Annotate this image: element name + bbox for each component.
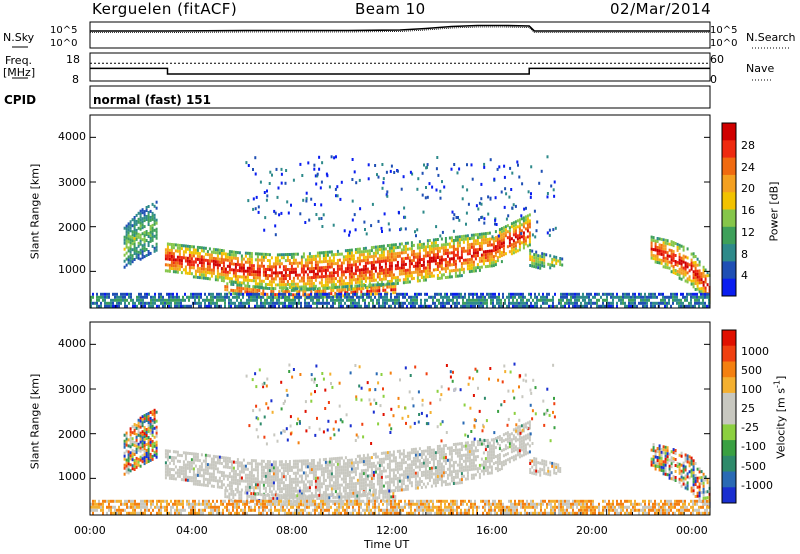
xtick-0000: 00:00 bbox=[74, 524, 106, 537]
power-colorbar-frame bbox=[721, 122, 737, 297]
velocity-colorbar-swatch bbox=[722, 424, 736, 441]
power-colorbar-swatch bbox=[722, 157, 736, 176]
power-colorbar-swatch bbox=[722, 140, 736, 159]
power-cb-tick-12: 12 bbox=[741, 226, 755, 239]
power-colorbar-swatch bbox=[722, 244, 736, 262]
nave-tick-high: 60 bbox=[710, 53, 724, 66]
cpid-panel-frame bbox=[89, 85, 711, 109]
velocity-colorbar-swatch bbox=[722, 361, 736, 378]
beam-title: Beam 10 bbox=[355, 0, 426, 18]
power-colorbar-swatch bbox=[722, 226, 736, 245]
nsky-tick-low: 10^0 bbox=[50, 38, 78, 49]
velocity-colorbar-frame bbox=[721, 329, 737, 504]
power-ytick-3000: 3000 bbox=[58, 176, 86, 189]
freq-panel-frame bbox=[89, 52, 711, 82]
freq-unit: [MHz] bbox=[3, 66, 36, 79]
power-cb-tick-24: 24 bbox=[741, 161, 755, 174]
nsearch-label: N.Search bbox=[746, 31, 796, 44]
xtick-1600: 16:00 bbox=[476, 524, 508, 537]
velocity-ytick-4000: 4000 bbox=[58, 337, 86, 350]
vel-cb-tick-minus100: -100 bbox=[741, 440, 766, 453]
velocity-colorbar-swatch bbox=[722, 392, 736, 410]
vel-cb-tick-minus1000: -1000 bbox=[741, 479, 773, 492]
power-cb-tick-8: 8 bbox=[741, 248, 748, 261]
power-ytick-1000: 1000 bbox=[58, 263, 86, 276]
x-axis-label: Time UT bbox=[364, 538, 410, 551]
power-cb-tick-16: 16 bbox=[741, 204, 755, 217]
freq-label: Freq. bbox=[5, 54, 33, 67]
vel-cb-tick-25: 25 bbox=[741, 402, 755, 415]
xtick-0800: 08:00 bbox=[276, 524, 308, 537]
velocity-ytick-1000: 1000 bbox=[58, 470, 86, 483]
power-colorbar-swatch bbox=[722, 192, 736, 210]
freq-tick-low: 8 bbox=[72, 73, 79, 86]
xtick-2400: 00:00 bbox=[676, 524, 708, 537]
date-title: 02/Mar/2014 bbox=[610, 0, 712, 18]
velocity-colorbar-swatch bbox=[722, 455, 736, 472]
velocity-colorbar-swatch bbox=[722, 377, 736, 394]
freq-tick-high: 18 bbox=[66, 53, 80, 66]
power-cb-tick-4: 4 bbox=[741, 269, 748, 282]
xtick-2000: 20:00 bbox=[576, 524, 608, 537]
velocity-colorbar-swatch bbox=[722, 330, 736, 347]
velocity-colorbar-swatch bbox=[722, 487, 736, 504]
velocity-colorbar-swatch bbox=[722, 440, 736, 457]
xtick-0400: 04:00 bbox=[176, 524, 208, 537]
velocity-colorbar-swatch bbox=[722, 471, 736, 488]
vel-cb-tick-100: 100 bbox=[741, 383, 762, 396]
power-cb-tick-20: 20 bbox=[741, 182, 755, 195]
power-colorbar-swatch bbox=[722, 123, 736, 141]
power-ytick-2000: 2000 bbox=[58, 221, 86, 234]
vel-cb-tick-1000: 1000 bbox=[741, 345, 769, 358]
nsky-line bbox=[90, 24, 710, 32]
cpid-value: normal (fast) 151 bbox=[93, 93, 211, 107]
velocity-ytick-3000: 3000 bbox=[58, 383, 86, 396]
nave-label: Nave bbox=[746, 62, 775, 75]
nsky-label: N.Sky bbox=[3, 31, 35, 44]
nave-tick-low: 0 bbox=[710, 73, 717, 86]
power-ytick-4000: 4000 bbox=[58, 130, 86, 143]
vel-cb-tick-minus500: -500 bbox=[741, 460, 766, 473]
power-colorbar-swatch bbox=[722, 261, 736, 280]
power-colorbar-swatch bbox=[722, 209, 736, 228]
nsky-tick-high: 10^5 bbox=[50, 25, 78, 36]
cpid-label: CPID bbox=[4, 93, 37, 107]
power-colorbar-swatch bbox=[722, 174, 736, 193]
velocity-panel-cells bbox=[90, 362, 711, 515]
xtick-1200: 12:00 bbox=[376, 524, 408, 537]
power-colorbar-swatch bbox=[722, 278, 736, 297]
nsky-panel-frame bbox=[89, 21, 711, 49]
nsearch-tick-low: 10^0 bbox=[710, 38, 738, 49]
station-title: Kerguelen (fitACF) bbox=[92, 0, 238, 18]
power-cb-tick-28: 28 bbox=[741, 139, 755, 152]
velocity-colorbar-swatch bbox=[722, 345, 736, 362]
nsearch-tick-high: 10^5 bbox=[710, 25, 738, 36]
freq-line bbox=[90, 67, 710, 75]
power-panel-cells bbox=[90, 155, 711, 308]
nsearch-line bbox=[90, 26, 710, 33]
velocity-ytick-2000: 2000 bbox=[58, 428, 86, 441]
vel-cb-tick-minus25: -25 bbox=[741, 421, 759, 434]
vel-cb-tick-500: 500 bbox=[741, 364, 762, 377]
velocity-colorbar-swatch bbox=[722, 408, 736, 425]
